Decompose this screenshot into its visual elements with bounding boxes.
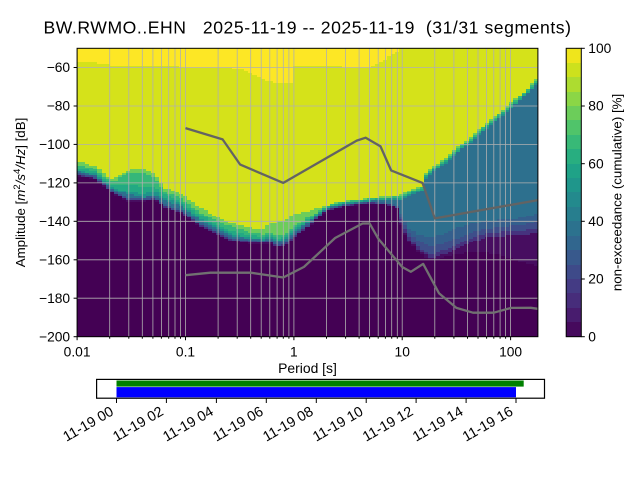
svg-text:100: 100 [588,41,611,56]
svg-text:1: 1 [290,344,298,359]
svg-text:non-exceedance (cumulative) [%: non-exceedance (cumulative) [%] [610,94,625,291]
svg-text:80: 80 [588,99,604,114]
svg-text:20: 20 [588,272,604,287]
svg-text:−140: −140 [39,214,70,229]
svg-text:0: 0 [588,329,596,344]
svg-text:Period [s]: Period [s] [278,360,337,376]
svg-text:40: 40 [588,214,604,229]
svg-text:−180: −180 [39,291,70,306]
svg-text:10: 10 [395,344,411,359]
svg-text:−60: −60 [47,60,71,75]
svg-text:60: 60 [588,156,604,171]
svg-text:−120: −120 [39,176,70,191]
svg-text:Amplitude [m2/s4/Hz] [dB]: Amplitude [m2/s4/Hz] [dB] [12,118,28,268]
svg-text:−80: −80 [47,99,71,114]
svg-text:100: 100 [499,344,522,359]
svg-text:−160: −160 [39,252,70,267]
svg-text:0.01: 0.01 [64,344,91,359]
svg-text:−200: −200 [39,329,70,344]
svg-text:−100: −100 [39,137,70,152]
svg-text:0.1: 0.1 [176,344,195,359]
svg-text:BW.RWMO..EHN 2025-11-19 -- 2: BW.RWMO..EHN 2025-11-19 -- 2025-11-19 (3… [43,18,571,38]
